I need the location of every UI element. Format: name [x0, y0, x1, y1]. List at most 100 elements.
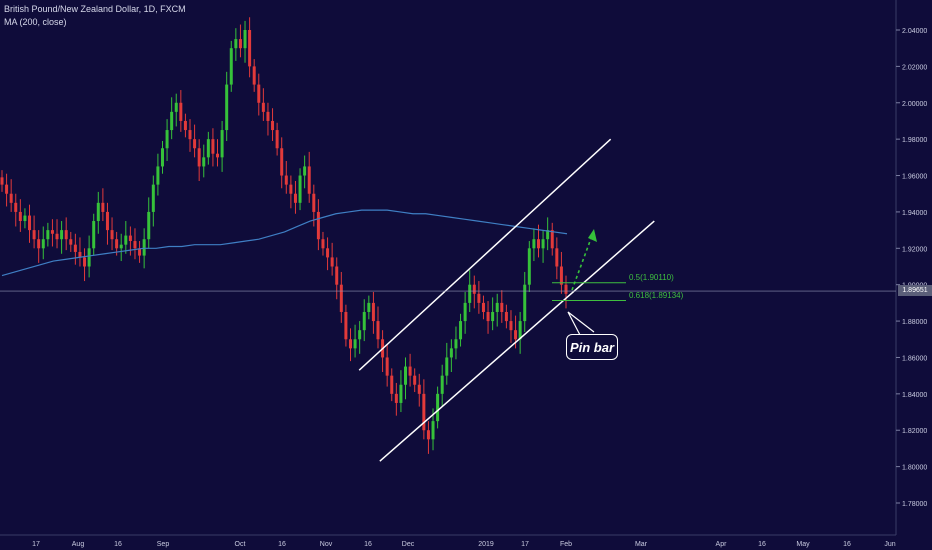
y-tick-label: 1.84000: [902, 392, 927, 399]
candle-body: [105, 211, 109, 231]
candle-body: [536, 239, 540, 249]
candle-body: [436, 393, 440, 422]
candles: [0, 17, 568, 454]
x-tick-label: Jun: [884, 541, 895, 548]
candle-body: [165, 130, 169, 149]
x-axis[interactable]: 17 Aug 16 Sep Oct 16 Nov 16 Dec 2019 17 Feb Mar Apr 16…: [32, 541, 896, 548]
candle-body: [541, 239, 545, 249]
candle-body: [307, 166, 311, 194]
y-tick-label: 1.96000: [902, 174, 927, 181]
pin-bar-callout: Pin bar: [566, 334, 618, 360]
candle-body: [78, 251, 82, 258]
candle-body: [495, 302, 499, 312]
x-tick-label: 16: [758, 541, 766, 548]
candle-body: [486, 311, 490, 322]
grid: [0, 0, 897, 536]
x-tick-label: Sep: [157, 541, 170, 548]
x-tick-label: 16: [114, 541, 122, 548]
x-tick-label: 17: [521, 541, 529, 548]
candle-body: [238, 39, 242, 49]
candle-body: [50, 230, 54, 234]
candle-body: [555, 248, 559, 267]
candle-body: [271, 120, 275, 131]
candle-body: [83, 257, 87, 267]
callout-pointer: [567, 311, 595, 336]
candle-body: [532, 239, 536, 249]
candle-body: [408, 366, 412, 376]
candle-body: [183, 120, 187, 131]
candle-body: [128, 235, 132, 242]
candle-body: [426, 430, 430, 440]
x-tick-label: Apr: [716, 541, 728, 548]
candle-body: [504, 311, 508, 322]
candle-body: [371, 302, 375, 322]
candle-body: [422, 393, 426, 431]
y-tick-label: 1.98000: [902, 137, 927, 144]
candle-body: [431, 421, 435, 440]
candle-body: [326, 248, 330, 258]
x-tick-label: Oct: [235, 541, 246, 548]
candle-body: [518, 321, 522, 340]
candle-body: [216, 153, 220, 158]
candle-body: [9, 193, 13, 203]
candle-body: [23, 215, 27, 222]
candle-body: [243, 30, 247, 49]
candle-body: [564, 284, 568, 294]
x-tick-label: Feb: [560, 541, 572, 548]
candle-body: [472, 284, 476, 294]
y-tick-label: 2.02000: [902, 64, 927, 71]
candle-body: [339, 284, 343, 312]
fib-0618-label: 0.618(1.89134): [629, 291, 684, 300]
y-tick-label: 1.88000: [902, 319, 927, 326]
candle-body: [257, 84, 261, 103]
candle-body: [28, 215, 32, 231]
candle-body: [399, 384, 403, 403]
x-tick-label: 2019: [478, 541, 494, 548]
channel-upper-line: [358, 138, 612, 371]
candle-body: [280, 148, 284, 176]
x-tick-label: 17: [32, 541, 40, 548]
candle-body: [449, 348, 453, 358]
candle-body: [234, 39, 238, 49]
candle-body: [202, 157, 206, 167]
x-tick-label: Nov: [320, 541, 333, 548]
candle-body: [142, 239, 146, 256]
candle-body: [413, 375, 417, 385]
candle-body: [115, 239, 119, 249]
candle-body: [69, 239, 73, 245]
candle-body: [385, 357, 389, 376]
projection-arrow: [571, 232, 594, 291]
candle-body: [32, 230, 36, 240]
candle-body: [248, 30, 252, 67]
y-tick-label: 1.80000: [902, 465, 927, 472]
candle-body: [211, 139, 215, 154]
candle-body: [110, 230, 114, 240]
x-tick-label: Mar: [635, 541, 648, 548]
candle-body: [160, 148, 164, 167]
candle-body: [41, 239, 45, 249]
candle-body: [55, 233, 59, 240]
y-axis[interactable]: 2.04000 2.02000 2.00000 1.98000 1.96000 1.940…: [896, 28, 927, 508]
candle-body: [266, 111, 270, 121]
x-tick-label: May: [796, 541, 810, 548]
candle-body: [5, 184, 9, 194]
y-tick-label: 2.04000: [902, 28, 927, 35]
candle-body: [491, 311, 495, 322]
candle-body: [37, 239, 41, 249]
candle-body: [500, 302, 504, 312]
candle-body: [463, 302, 467, 322]
ma-200: [1, 209, 568, 277]
candle-body: [229, 48, 233, 85]
candle-body: [156, 166, 160, 185]
candle-body: [546, 230, 550, 240]
candle-body: [252, 66, 256, 85]
candle-body: [101, 202, 105, 212]
candle-body: [18, 211, 22, 222]
y-tick-label: 1.92000: [902, 246, 927, 253]
candle-body: [404, 366, 408, 385]
candle-body: [459, 321, 463, 340]
candle-body: [119, 244, 123, 249]
candle-body: [147, 211, 151, 240]
candle-body: [509, 321, 513, 331]
